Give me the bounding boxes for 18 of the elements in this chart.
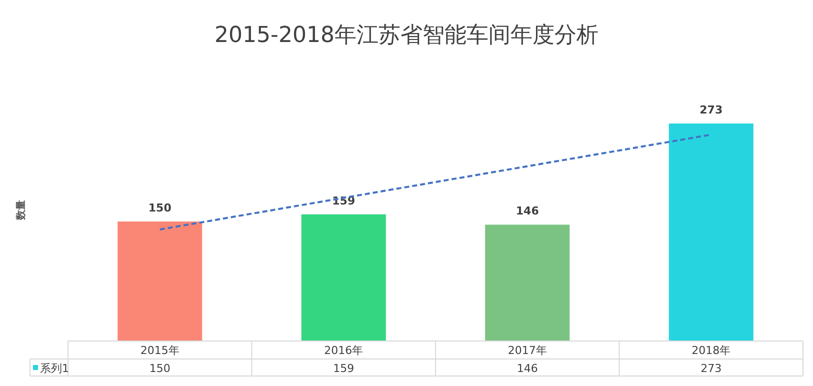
y-axis-title: 数量 [15,200,27,221]
bar [118,221,202,341]
data-label: 146 [516,362,538,375]
data-label: 273 [700,362,722,375]
data-label: 159 [333,362,354,375]
x-tick-label: 2018年 [692,344,731,357]
bar [301,214,386,341]
bar [485,224,570,341]
data-label: 150 [149,362,170,375]
text: 150 [148,201,172,214]
x-tick-label: 2016年 [324,344,364,357]
text: 146 [516,204,539,218]
chart-title: 2015-2018年江苏省智能车间年度分析 [214,23,598,48]
bar [668,124,754,341]
text: 273 [700,104,723,116]
x-tick-label: 2017年 [508,344,547,357]
legend-label: 系列1 [40,362,69,375]
x-tick-label: 2015年 [140,344,180,357]
